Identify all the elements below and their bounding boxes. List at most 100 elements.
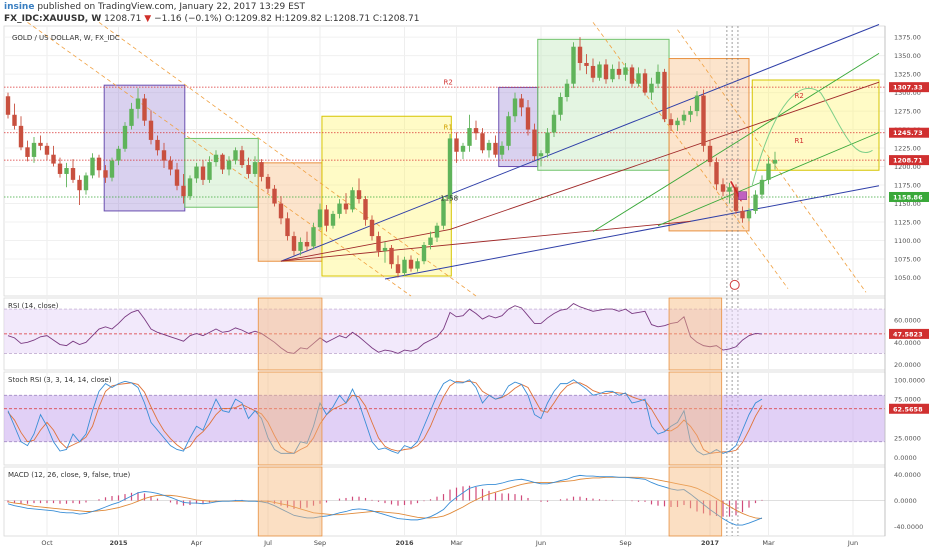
candle xyxy=(525,107,531,130)
candle xyxy=(38,142,43,146)
y-tick-label: 1350.00 xyxy=(894,52,921,60)
price-label-box xyxy=(889,82,929,93)
candle xyxy=(226,160,232,170)
candle xyxy=(25,147,30,157)
y-tick-label: 1125.00 xyxy=(894,219,921,227)
candle xyxy=(51,154,56,164)
price-label-box xyxy=(889,127,929,138)
rsi-tick-label: 20.0000 xyxy=(894,361,921,369)
macd-tick-label: 0.0000 xyxy=(894,497,917,505)
stoch-d-line xyxy=(7,380,763,454)
candle xyxy=(545,132,550,154)
y-tick-label: 1075.00 xyxy=(894,256,921,264)
candle xyxy=(168,160,173,170)
yellow-box-2 xyxy=(751,79,880,171)
candle xyxy=(142,98,147,121)
candle xyxy=(369,219,375,237)
candle xyxy=(161,150,167,161)
trend-dashed-2 xyxy=(98,21,477,297)
chart-header: insine published on TradingView.com, Jan… xyxy=(4,2,305,12)
candle xyxy=(285,218,290,237)
ohlc-close: C:1208.71 xyxy=(372,14,420,24)
candle xyxy=(532,129,537,157)
highlight-column-1-2 xyxy=(668,371,723,466)
candle xyxy=(506,116,511,146)
candle xyxy=(109,160,115,178)
candle xyxy=(753,194,758,211)
main-title: GOLD / US DOLLAR, W, FX_IDC xyxy=(12,34,120,42)
label-r1: R1 xyxy=(444,124,453,132)
author-name[interactable]: insine xyxy=(4,2,35,12)
candle xyxy=(376,236,381,251)
candle xyxy=(668,119,674,126)
price-label: 1158.86 xyxy=(893,193,923,201)
projection-square xyxy=(738,191,747,200)
candle xyxy=(551,114,557,133)
price-label: 1245.73 xyxy=(893,129,923,137)
candle xyxy=(246,165,251,174)
channel-line-red-1 xyxy=(280,228,451,262)
candle xyxy=(473,128,479,134)
candle xyxy=(402,259,407,274)
candle xyxy=(311,227,316,247)
candle xyxy=(207,162,212,180)
candle xyxy=(759,179,765,195)
candle xyxy=(733,187,739,211)
candle xyxy=(350,190,355,210)
candle xyxy=(304,242,310,247)
macd-title: MACD (12, 26, close, 9, false, true) xyxy=(8,471,131,479)
x-tick-label: 2017 xyxy=(701,539,719,547)
stoch-tick-label: 25.0000 xyxy=(894,434,921,442)
x-tick-label: Mar xyxy=(762,539,775,547)
stoch-last-box xyxy=(889,403,929,414)
highlight-column-1-3 xyxy=(668,466,723,537)
candle xyxy=(447,138,453,200)
candle xyxy=(558,97,563,115)
event-flag-icon xyxy=(729,279,740,290)
x-tick-label: Oct xyxy=(41,539,53,547)
candle xyxy=(174,169,180,186)
y-tick-label: 1050.00 xyxy=(894,274,921,282)
candle xyxy=(714,162,719,185)
rsi-last-label: 47.5823 xyxy=(893,330,923,338)
candle xyxy=(564,83,570,98)
candle xyxy=(512,98,518,117)
candle xyxy=(766,163,771,180)
y-tick-label: 1200.00 xyxy=(894,163,921,171)
highlight-column-0-1 xyxy=(257,297,323,371)
candle xyxy=(187,178,193,197)
candle xyxy=(584,62,589,66)
trend-dashed-4 xyxy=(677,29,867,293)
candle xyxy=(148,120,154,140)
y-tick-label: 1325.00 xyxy=(894,71,921,79)
rsi-tick-label: 40.0000 xyxy=(894,339,921,347)
label-r2: R2 xyxy=(444,78,453,86)
candle xyxy=(135,98,141,109)
candle xyxy=(415,261,420,269)
candle xyxy=(616,68,622,75)
candle xyxy=(746,210,752,219)
highlight-column-1-1 xyxy=(668,297,723,371)
candle xyxy=(77,179,82,191)
candle xyxy=(675,120,680,126)
candle xyxy=(213,154,219,163)
x-tick-label: 2015 xyxy=(109,539,128,547)
candle xyxy=(740,210,745,219)
price-label-box xyxy=(889,155,929,166)
candle xyxy=(330,213,336,226)
candle xyxy=(96,157,102,171)
candle xyxy=(31,142,37,157)
candle xyxy=(577,46,583,63)
rsi-tick-label: 60.0000 xyxy=(894,317,921,325)
candle xyxy=(519,98,524,108)
macd-tick-label: -40.0000 xyxy=(894,523,923,531)
candle xyxy=(467,128,472,146)
ohlc-low: L:1208.71 xyxy=(324,14,371,24)
candle xyxy=(291,236,297,251)
trend-dashed-1 xyxy=(27,21,412,297)
candle xyxy=(64,168,69,174)
candle xyxy=(343,203,349,210)
purple-box-2 xyxy=(498,86,539,168)
candle xyxy=(200,166,206,180)
